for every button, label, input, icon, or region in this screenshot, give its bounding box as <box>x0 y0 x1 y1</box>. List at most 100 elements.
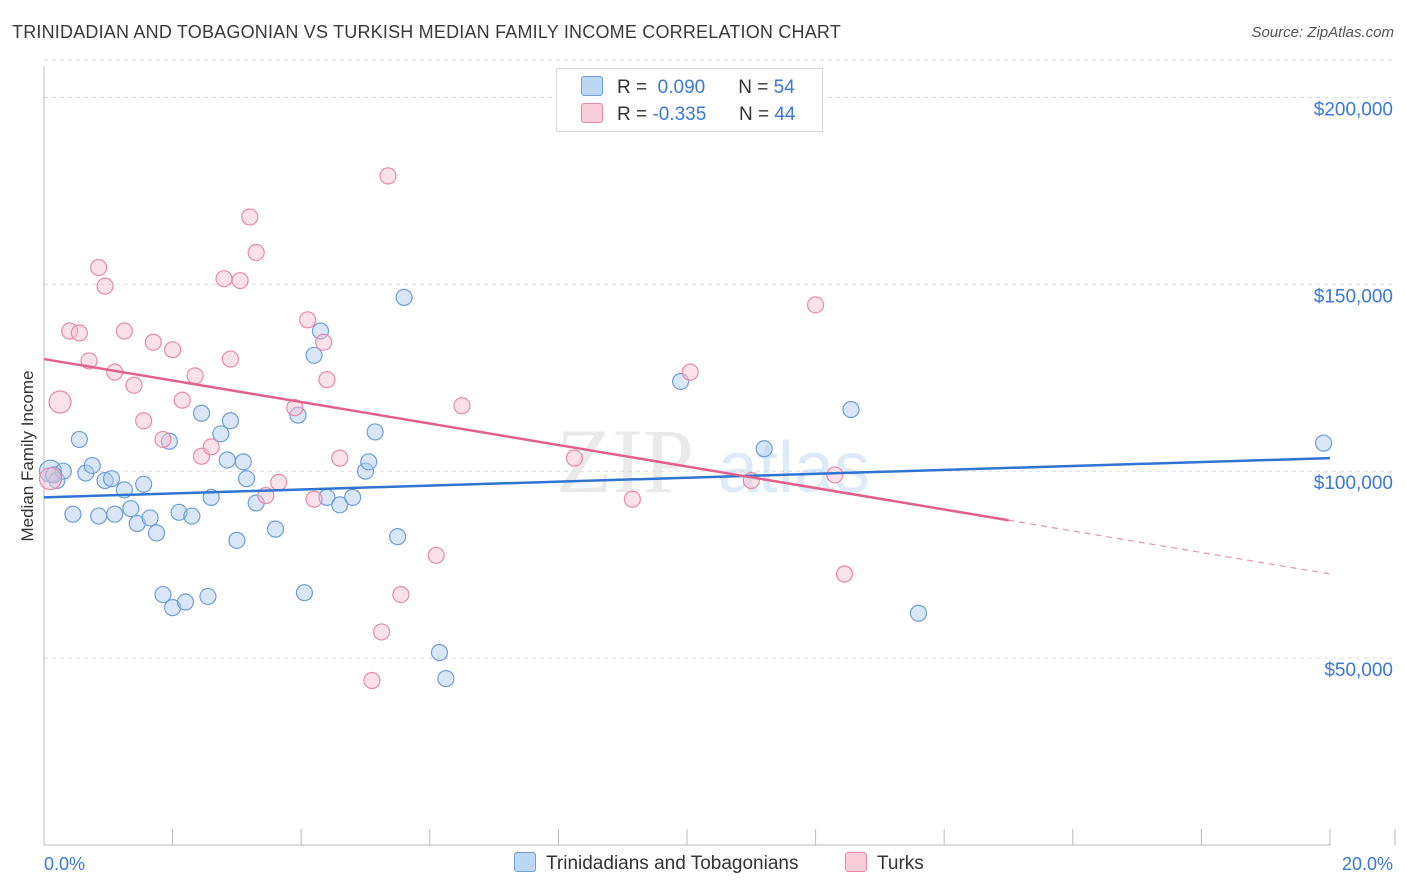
r-value: 0.090 <box>657 77 706 98</box>
data-point <box>221 350 240 368</box>
data-point <box>176 593 195 611</box>
y-tick-label: $200,000 <box>1314 99 1393 120</box>
data-point <box>826 466 844 484</box>
data-point <box>270 473 288 492</box>
legend-swatch-pink <box>845 852 867 872</box>
data-point <box>141 509 159 527</box>
r-label: R = <box>617 104 648 125</box>
data-point <box>806 296 825 314</box>
n-label: N = <box>738 77 769 98</box>
data-point <box>1314 434 1333 452</box>
data-point <box>379 167 397 185</box>
watermark: ZIP atlas <box>556 410 870 512</box>
data-point <box>755 440 773 458</box>
y-tick-label: $100,000 <box>1314 473 1393 494</box>
data-point <box>318 371 336 389</box>
data-point <box>286 399 304 417</box>
data-point <box>299 311 317 329</box>
data-point <box>266 520 285 538</box>
data-point <box>125 376 143 394</box>
data-point <box>234 453 252 471</box>
data-point <box>427 546 445 564</box>
data-point <box>154 430 172 449</box>
data-point <box>64 505 82 523</box>
data-point <box>122 499 140 518</box>
data-point <box>842 400 860 419</box>
data-point <box>221 412 240 430</box>
axes <box>43 66 1396 846</box>
data-point <box>331 449 349 467</box>
data-point <box>389 528 407 546</box>
source-credit: Source: ZipAtlas.com <box>1251 24 1394 41</box>
data-point <box>363 671 381 690</box>
data-point <box>173 391 191 409</box>
data-point <box>909 604 928 622</box>
data-point <box>160 432 178 450</box>
data-point <box>315 333 333 351</box>
data-point <box>392 585 410 604</box>
data-point <box>218 451 236 469</box>
legend-swatch-blue <box>581 76 603 96</box>
data-point <box>102 470 121 488</box>
trend-lines <box>43 357 1331 575</box>
series-trinidadians <box>38 288 1333 688</box>
data-point <box>154 585 172 604</box>
data-point <box>164 341 182 359</box>
data-point <box>231 271 249 290</box>
legend-item-turks[interactable]: Turks <box>845 852 924 875</box>
legend-item-trinidadians[interactable]: Trinidadians and Tobagonians <box>514 852 798 875</box>
trend-line-solid <box>43 456 1331 499</box>
r-value: -0.335 <box>652 104 707 125</box>
trend-line-solid <box>43 357 1009 522</box>
legend-label: Turks <box>877 853 924 874</box>
data-point <box>360 453 378 471</box>
data-point <box>38 467 63 491</box>
data-point <box>356 462 375 480</box>
data-point <box>215 270 233 288</box>
data-point <box>366 423 384 441</box>
data-point <box>305 490 323 508</box>
data-point <box>70 430 88 449</box>
y-tick-label: $50,000 <box>1324 660 1393 681</box>
data-point <box>681 363 699 381</box>
data-point <box>115 322 133 340</box>
n-value: 54 <box>773 77 795 98</box>
data-point <box>372 623 391 641</box>
grid-lines <box>44 59 1395 659</box>
data-point <box>237 470 256 488</box>
trend-line-dashed <box>1008 519 1331 575</box>
data-point <box>430 643 449 662</box>
data-point <box>835 565 854 583</box>
data-point <box>247 243 265 262</box>
data-point <box>90 258 108 277</box>
data-point <box>331 496 349 514</box>
data-point <box>83 456 101 475</box>
data-point <box>295 584 314 602</box>
data-point <box>212 425 230 443</box>
legend-swatch-blue <box>514 852 536 872</box>
data-point <box>437 670 455 688</box>
data-point <box>147 524 166 542</box>
data-point <box>311 322 330 340</box>
data-point <box>183 507 201 525</box>
data-point <box>202 438 220 456</box>
data-point <box>135 475 153 493</box>
watermark-atlas: atlas <box>718 428 870 508</box>
chart-title: TRINIDADIAN AND TOBAGONIAN VS TURKISH ME… <box>12 22 841 42</box>
data-point <box>96 277 114 295</box>
data-point <box>241 208 259 226</box>
data-point <box>305 346 323 364</box>
y-tick-labels: $50,000 $100,000 $150,000 $200,000 <box>1314 99 1393 681</box>
data-point <box>106 505 124 523</box>
data-point <box>54 462 72 480</box>
data-point <box>144 333 162 351</box>
data-point <box>186 367 204 385</box>
data-point <box>453 397 471 415</box>
r-label: R = <box>617 77 648 98</box>
data-point <box>170 503 188 521</box>
data-point <box>48 390 72 414</box>
legend-row-pink: R = -0.335 N = 44 <box>581 103 795 126</box>
legend-label: Trinidadians and Tobagonians <box>546 853 799 874</box>
data-point <box>228 531 246 549</box>
